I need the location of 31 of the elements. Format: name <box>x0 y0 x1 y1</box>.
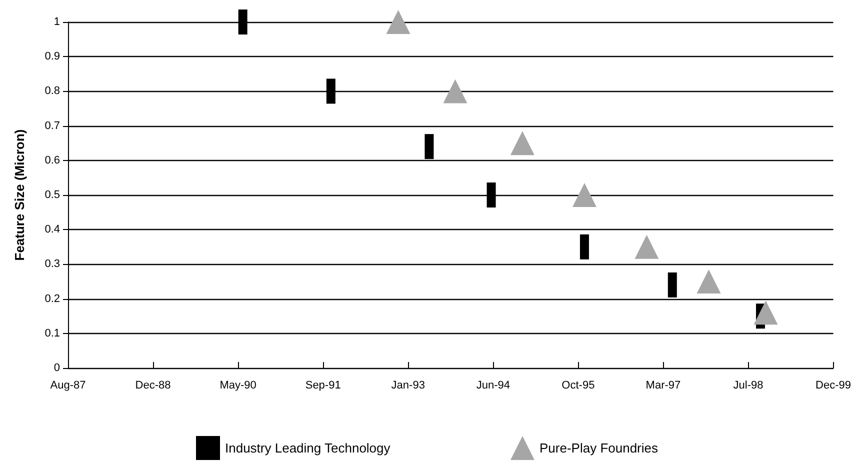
y-tick-label: 0.8 <box>44 85 60 98</box>
y-tick-label: 0.5 <box>44 189 60 201</box>
point <box>510 131 534 156</box>
point <box>443 79 468 104</box>
x-tick-label: Mar-97 <box>646 380 681 392</box>
y-tick-label: 0.4 <box>44 224 60 236</box>
legend-label: Industry Leading Technology <box>225 440 391 456</box>
point <box>754 300 778 325</box>
x-tick-label: Jan-93 <box>391 380 425 392</box>
y-axis-title: Feature Size (Micron) <box>12 129 27 261</box>
x-tick-label: Jul-98 <box>733 380 764 392</box>
x-tick-label: Dec-99 <box>816 380 852 392</box>
point <box>634 234 659 259</box>
y-tick-label: 0.1 <box>44 327 60 340</box>
point <box>696 270 721 294</box>
y-tick-label: 0.6 <box>44 154 60 166</box>
x-tick-label: Aug-87 <box>50 380 86 392</box>
x-tick-label: Oct-95 <box>562 380 595 392</box>
legend-label: Pure-Play Foundries <box>540 440 658 456</box>
x-tick-label: Sep-91 <box>305 380 341 392</box>
y-tick-label: 0.7 <box>44 120 60 132</box>
point <box>386 10 410 34</box>
y-tick-label: 0.2 <box>44 292 60 305</box>
y-tick-label: 0 <box>54 362 60 374</box>
y-tick-label: 1 <box>54 16 60 28</box>
x-tick-label: Dec-88 <box>135 380 171 392</box>
x-tick-label: May-90 <box>220 380 256 392</box>
x-tick-label: Jun-94 <box>476 380 510 392</box>
y-tick-label: 0.3 <box>44 258 60 270</box>
y-tick-label: 0.9 <box>44 50 60 63</box>
point <box>572 183 596 207</box>
